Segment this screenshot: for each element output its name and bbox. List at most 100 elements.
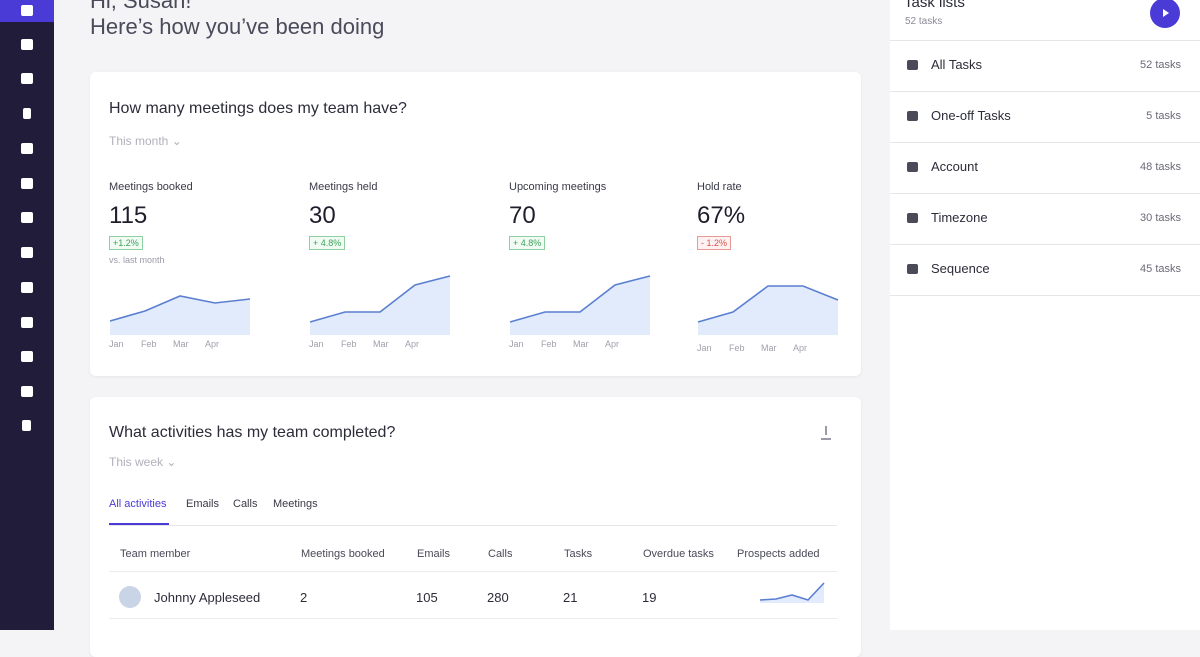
nav-people[interactable] (21, 39, 33, 50)
nav-clipboard[interactable] (21, 178, 33, 189)
avatar (119, 586, 141, 608)
nav-phone[interactable] (21, 247, 33, 258)
task-list-name: All Tasks (931, 57, 983, 72)
cell: 105 (416, 590, 438, 605)
metric-change: + 4.8% (509, 236, 546, 250)
period-select[interactable]: This week ⌄ (109, 455, 177, 469)
greeting: Hi, Susan! (90, 0, 192, 13)
tab[interactable]: Calls (233, 498, 258, 510)
period: This month (109, 134, 169, 148)
nav-cut[interactable] (21, 351, 33, 362)
sidebar (0, 0, 54, 630)
task-list-icon (907, 264, 918, 274)
sparkline-area (110, 296, 250, 335)
metric-change: +1.2% (109, 236, 143, 250)
task-list-row[interactable]: One-off Tasks 5 tasks (890, 92, 1200, 143)
sparkline-line (509, 275, 651, 323)
task-list-name: Timezone (931, 210, 988, 225)
task-list-name: Sequence (931, 261, 990, 276)
nav-dollar[interactable] (23, 108, 31, 119)
sparkline-line (697, 285, 839, 323)
metric-label: Meetings held (309, 181, 378, 193)
tab[interactable]: Meetings (273, 498, 318, 510)
sparkline-line (309, 275, 451, 323)
month-label: Apr (405, 339, 420, 349)
nav-user[interactable] (22, 420, 31, 431)
row-divider (109, 618, 837, 619)
task-list-count: 30 tasks (1140, 212, 1181, 224)
task-list-icon (907, 213, 918, 223)
panel-title: Task lists (904, 0, 965, 11)
month-label: Feb (541, 339, 557, 349)
metric-label: Meetings booked (109, 181, 193, 193)
column-header: Calls (488, 548, 513, 560)
column-header: Emails (417, 548, 451, 560)
column-header: Team member (120, 548, 191, 560)
month-label: Feb (341, 339, 357, 349)
subtitle: Here’s how you’ve been doing (90, 14, 385, 39)
nav-book[interactable] (21, 317, 33, 328)
card-title: What activities has my team completed? (109, 424, 396, 441)
sparkline (109, 295, 251, 335)
nav-send[interactable] (21, 282, 33, 293)
metric-value: 30 (309, 202, 336, 229)
nav-calendar[interactable] (21, 143, 33, 154)
task-list-name: Account (931, 159, 978, 174)
task-list-row[interactable]: Timezone 30 tasks (890, 194, 1200, 245)
metric-change: - 1.2% (697, 236, 732, 250)
play-button[interactable] (1150, 0, 1180, 28)
cell: 21 (563, 590, 578, 605)
metric-value: 70 (509, 202, 536, 229)
nav-chart[interactable] (21, 386, 33, 397)
sparkline (697, 285, 839, 335)
nav-inbox[interactable] (21, 212, 33, 223)
month-label: Apr (205, 339, 220, 349)
divider (890, 40, 1200, 41)
month-label: Mar (173, 339, 189, 349)
month-label: Apr (605, 339, 620, 349)
row-divider (109, 571, 837, 572)
month-label: Jan (109, 339, 124, 349)
activities-card: What activities has my team completed? T… (90, 397, 861, 657)
month-label: Jan (509, 339, 524, 349)
task-list-count: 52 tasks (1140, 59, 1181, 71)
month-label: Mar (373, 339, 389, 349)
column-header: Overdue tasks (643, 548, 714, 560)
download-icon[interactable] (821, 426, 831, 440)
sparkline-line (109, 295, 251, 322)
sparkline (509, 275, 651, 335)
task-list-row[interactable]: Sequence 45 tasks (890, 245, 1200, 296)
metric-value: 67% (697, 202, 746, 229)
member-name: Johnny Appleseed (154, 590, 261, 605)
panel-count: 52 tasks (905, 16, 943, 27)
month-label: Mar (761, 343, 777, 353)
task-list-count: 48 tasks (1140, 161, 1181, 173)
tab[interactable]: Emails (186, 498, 220, 510)
column-header: Meetings booked (301, 548, 385, 560)
sparkline-area (698, 286, 838, 335)
month-label: Jan (309, 339, 324, 349)
period: This week (109, 455, 164, 469)
task-list-icon (907, 162, 918, 172)
tab-underline (109, 523, 169, 525)
tab[interactable]: All activities (109, 498, 167, 510)
nav-home[interactable] (21, 5, 33, 16)
task-lists-panel: Task lists 52 tasks All Tasks 52 tasks One… (890, 0, 1200, 630)
task-list-row[interactable]: All Tasks 52 tasks (890, 41, 1200, 92)
sparkline-line (759, 582, 825, 601)
metric-label: Hold rate (697, 181, 742, 193)
period-select[interactable]: This month ⌄ (109, 134, 182, 148)
month-label: Apr (793, 343, 808, 353)
month-label: Feb (729, 343, 745, 353)
cell: 2 (300, 590, 308, 605)
nav-briefcase[interactable] (21, 73, 33, 84)
metric-note: vs. last month (109, 255, 165, 265)
sparkline-area (510, 276, 650, 335)
cell: 19 (642, 590, 657, 605)
sparkline-area (760, 583, 824, 603)
task-list-count: 45 tasks (1140, 263, 1181, 275)
task-list-row[interactable]: Account 48 tasks (890, 143, 1200, 194)
month-label: Mar (573, 339, 589, 349)
card-title: How many meetings does my team have? (109, 100, 407, 117)
